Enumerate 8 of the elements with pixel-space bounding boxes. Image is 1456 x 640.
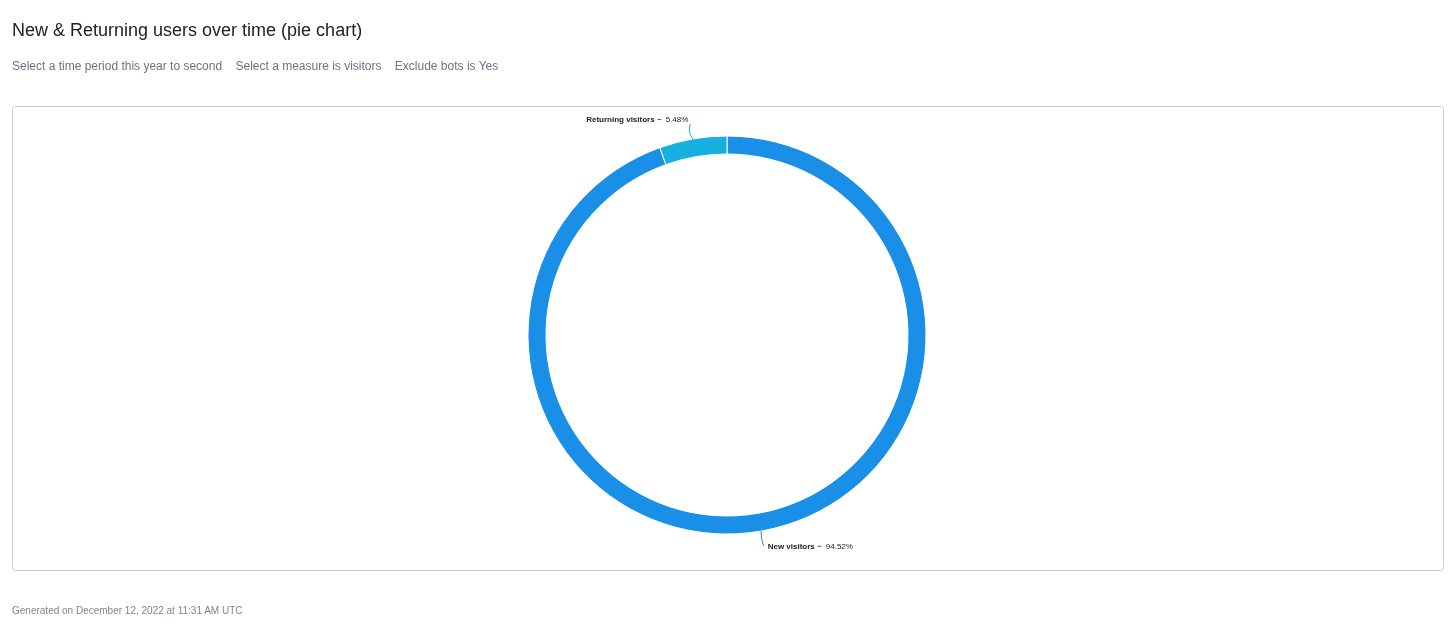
data-label: 5.48%: [665, 115, 689, 125]
text: New & Returning users over time (pie chart): [12, 20, 363, 40]
text: Select a time period this year to second Select a measure is visitors Exclude bots is Yes: [12, 59, 499, 73]
data-label: 94.52%: [825, 541, 853, 551]
text: Generated on December 12, 2022 at 11:31 AM UTC: [12, 605, 243, 616]
slice-label: New visitors: [767, 541, 816, 551]
slice-label: Returning visitors: [586, 115, 656, 125]
donut-slice: [527, 135, 927, 535]
